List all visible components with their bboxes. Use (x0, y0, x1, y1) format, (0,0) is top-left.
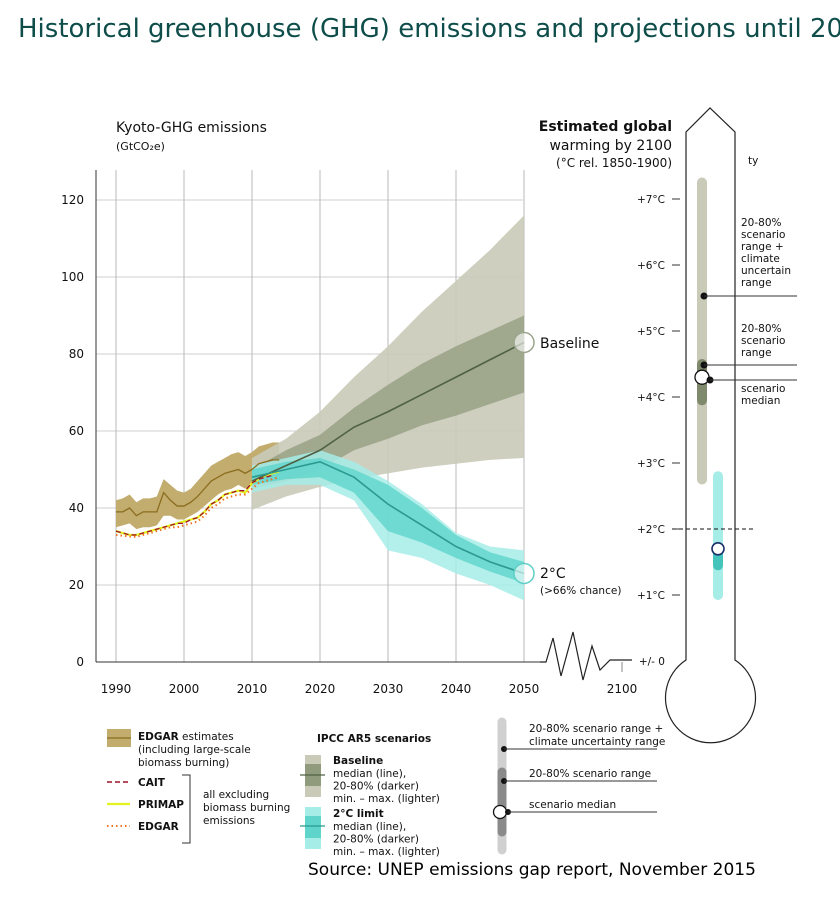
y-tick-label: 60 (69, 424, 84, 438)
legend-baseline-desc: median (line), (333, 768, 406, 780)
two-c-note: (>66% chance) (540, 585, 621, 597)
thermometer: Estimated global warming by 2100 (°C rel. … (539, 107, 797, 744)
thermo-tick-label: +1°C (637, 590, 665, 602)
legend-ipcc-title: IPCC AR5 scenarios (317, 733, 431, 745)
annotation-scenario-range: scenario (741, 335, 785, 347)
annotation-climate-range: climate (741, 253, 780, 265)
key-climate-label: climate uncertainty range (529, 736, 665, 748)
thermometer-subtitle: (°C rel. 1850-1900) (556, 156, 672, 170)
y-tick-label: 80 (69, 347, 84, 361)
twoc-end-marker (513, 562, 535, 585)
key-climate-label: 20-80% scenario range + (529, 723, 663, 735)
thermo-tick-label: +5°C (637, 326, 665, 338)
thermo-tick-label: +7°C (637, 194, 665, 206)
legend-cait-label: CAIT (138, 777, 166, 789)
legend-excluding-note: biomass burning (203, 802, 290, 814)
thermo-tick-label: +2°C (637, 524, 665, 536)
key-median-marker (492, 804, 508, 820)
thermometer-title: Estimated global (539, 119, 672, 135)
thermo-tick-label: +6°C (637, 260, 665, 272)
baseline-label: Baseline (540, 336, 599, 352)
annotation-scenario-range: 20-80% (741, 323, 782, 335)
two-c-label: 2°C (540, 566, 566, 582)
twoc-2080-band (252, 457, 524, 584)
legend-twoc-title: 2°C limit (333, 808, 384, 820)
legend-excluding-note: emissions (203, 815, 255, 827)
edgar-band (116, 442, 280, 530)
x-tick-label: 2010 (237, 682, 268, 696)
legend-twoc-desc: 20-80% (darker) (333, 834, 419, 846)
thermo-tick-label: +/- 0 (639, 656, 665, 668)
y-tick-label: 20 (69, 578, 84, 592)
legend-twoc-desc: min. – max. (lighter) (333, 846, 440, 858)
x-tick-label: 2030 (373, 682, 404, 696)
annotation-climate-range: range (741, 277, 772, 289)
axis-break-zigzag (540, 631, 632, 681)
edgar-median-line (116, 459, 280, 517)
baseline-2080-band (252, 315, 524, 489)
thermo-tick-label: +3°C (637, 458, 665, 470)
y-tick-label: 40 (69, 501, 84, 515)
annotation-climate-range: scenario (741, 229, 785, 241)
legend-baseline-desc: 20-80% (darker) (333, 781, 419, 793)
stray-text: ty (748, 155, 758, 167)
y-tick-label: 100 (61, 270, 84, 284)
twoc-median-marker (711, 541, 725, 556)
legend-edgar-desc: biomass burning) (138, 757, 229, 769)
series-lines (115, 331, 535, 585)
key-median-label: scenario median (529, 799, 616, 811)
legend-twoc-dark-swatch (305, 816, 321, 838)
legend-edgar-label: EDGAR estimates (138, 731, 234, 743)
y-tick-label: 0 (76, 655, 84, 669)
x-tick-label: 1990 (101, 682, 132, 696)
legend-twoc-desc: median (line), (333, 821, 406, 833)
x-tick-label: 2100 (607, 682, 638, 696)
y-tick-label: 120 (61, 193, 84, 207)
annotation-scenario-range: range (741, 347, 772, 359)
chart-title: Kyoto-GHG emissions (116, 120, 267, 136)
edgar-excl-line (115, 476, 280, 538)
annotation-climate-range: 20-80% (741, 217, 782, 229)
cait-line (115, 474, 273, 536)
annotation-climate-range: range + (741, 241, 784, 253)
thermometer-outline (664, 107, 757, 744)
legend-primap-label: PRIMAP (138, 799, 184, 811)
key-scenario-label: 20-80% scenario range (529, 768, 651, 780)
legend: EDGAR estimates(including large-scalebio… (107, 717, 665, 858)
thermo-tick-label: +4°C (637, 392, 665, 404)
annotation-median: median (741, 395, 780, 407)
annotation-climate-range: uncertain (741, 265, 791, 277)
legend-baseline-desc: min. – max. (lighter) (333, 793, 440, 805)
x-tick-label: 2020 (305, 682, 336, 696)
legend-baseline-title: Baseline (333, 755, 383, 767)
annotation-median: scenario (741, 383, 785, 395)
baseline-end-marker (513, 331, 535, 354)
x-tick-label: 2050 (509, 682, 540, 696)
baseline-median-marker (694, 369, 710, 385)
legend-edgar-excl-label: EDGAR (138, 821, 179, 833)
x-tick-label: 2000 (169, 682, 200, 696)
twoc-median-line (251, 460, 525, 575)
thermometer-title: warming by 2100 (549, 138, 672, 154)
baseline-median-line (251, 341, 525, 482)
legend-edgar-desc: (including large-scale (138, 744, 251, 756)
legend-bracket (182, 774, 191, 844)
y-axis-label: (GtCO₂e) (116, 140, 165, 153)
x-tick-label: 2040 (441, 682, 472, 696)
source-text: Source: UNEP emissions gap report, Novem… (308, 860, 756, 880)
legend-excluding-note: all excluding (203, 789, 269, 801)
series-areas (116, 215, 524, 601)
page-title: Historical greenhouse (GHG) emissions an… (18, 14, 840, 44)
